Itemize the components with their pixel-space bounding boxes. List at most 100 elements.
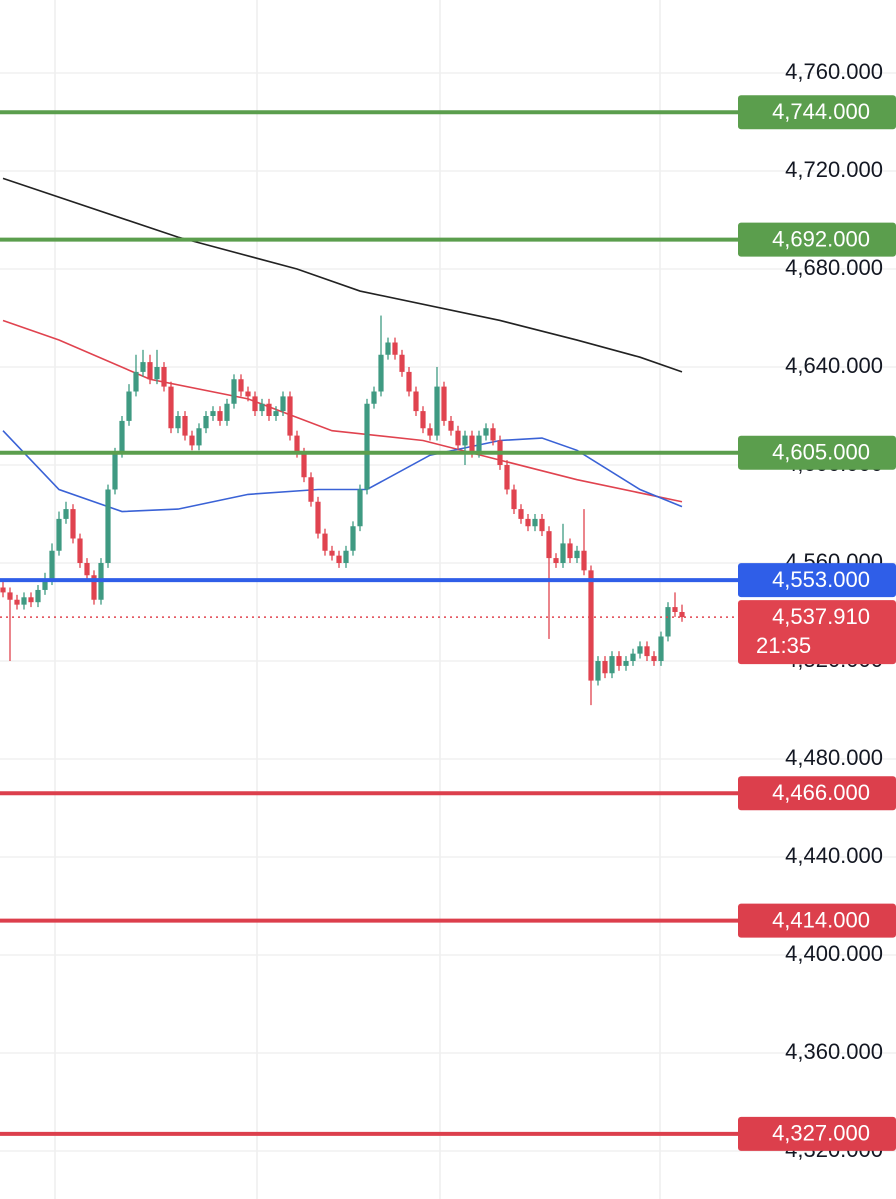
candle-body bbox=[42, 580, 48, 590]
candle-body bbox=[119, 420, 125, 453]
candle-body bbox=[217, 411, 223, 421]
candle-body bbox=[574, 550, 580, 559]
candle-body bbox=[140, 362, 146, 372]
candle-body bbox=[532, 518, 538, 527]
candle-body bbox=[602, 660, 608, 674]
y-tick-label: 4,720.000 bbox=[785, 157, 883, 182]
candle-body bbox=[420, 411, 426, 429]
candle-body bbox=[91, 575, 97, 600]
candle-body bbox=[525, 518, 531, 527]
candle-body bbox=[518, 509, 524, 519]
candle-body bbox=[392, 342, 398, 355]
candle-body bbox=[112, 452, 118, 490]
candle-body bbox=[588, 570, 594, 681]
candle-body bbox=[161, 367, 167, 387]
candle-body bbox=[483, 428, 489, 436]
y-tick-label: 4,360.000 bbox=[785, 1039, 883, 1064]
candle-body bbox=[609, 656, 615, 674]
candle-body bbox=[154, 367, 160, 380]
candle-body bbox=[637, 646, 643, 654]
candle-body bbox=[630, 653, 636, 661]
y-tick-label: 4,480.000 bbox=[785, 745, 883, 770]
candle-body bbox=[56, 518, 62, 551]
candle-body bbox=[336, 555, 342, 563]
level-label: 4,605.000 bbox=[772, 440, 870, 465]
candle-body bbox=[511, 489, 517, 510]
y-tick-label: 4,400.000 bbox=[785, 941, 883, 966]
candle-body bbox=[84, 562, 90, 576]
candle-body bbox=[70, 509, 76, 539]
candle-body bbox=[581, 550, 587, 571]
candle-body bbox=[658, 636, 664, 661]
level-badge bbox=[738, 903, 896, 938]
time-grid bbox=[54, 0, 661, 1199]
candle-body bbox=[238, 379, 244, 392]
level-label: 4,553.000 bbox=[772, 567, 870, 592]
candle-body bbox=[196, 428, 202, 446]
candle-body bbox=[14, 599, 20, 605]
countdown-label: 21:35 bbox=[756, 633, 811, 658]
level-badge bbox=[738, 776, 896, 811]
candle-body bbox=[126, 391, 132, 421]
y-tick-label: 4,760.000 bbox=[785, 59, 883, 84]
candle-body bbox=[28, 597, 34, 603]
level-label: 4,466.000 bbox=[772, 780, 870, 805]
candle-body bbox=[455, 430, 461, 446]
candle-body bbox=[665, 607, 671, 637]
candle-body bbox=[343, 550, 349, 563]
level-label: 4,692.000 bbox=[772, 226, 870, 251]
candle-body bbox=[259, 403, 265, 412]
candle-body bbox=[371, 391, 377, 404]
candle-body bbox=[245, 391, 251, 397]
candle-body bbox=[189, 435, 195, 446]
candle-body bbox=[203, 415, 209, 429]
last-price-badge bbox=[738, 600, 896, 665]
candle-body bbox=[294, 435, 300, 453]
candle-body bbox=[399, 354, 405, 372]
candle-body bbox=[322, 533, 328, 551]
candles bbox=[0, 315, 685, 706]
candle-body bbox=[406, 371, 412, 392]
moving-average bbox=[2, 177, 683, 373]
candle-body bbox=[434, 386, 440, 436]
candle-body bbox=[224, 403, 230, 421]
candle-body bbox=[546, 531, 552, 559]
candle-body bbox=[462, 435, 468, 446]
candle-body bbox=[133, 371, 139, 392]
candle-body bbox=[49, 550, 55, 581]
candle-body bbox=[539, 518, 545, 532]
candle-body bbox=[301, 452, 307, 478]
candle-body bbox=[490, 428, 496, 441]
candle-body bbox=[252, 396, 258, 412]
candle-body bbox=[287, 396, 293, 436]
candle-body bbox=[616, 656, 622, 666]
candle-body bbox=[7, 592, 13, 600]
y-tick-label: 4,440.000 bbox=[785, 843, 883, 868]
y-tick-label: 4,640.000 bbox=[785, 353, 883, 378]
candle-body bbox=[21, 597, 27, 605]
candle-body bbox=[385, 342, 391, 355]
candle-body bbox=[651, 656, 657, 661]
candle-body bbox=[168, 386, 174, 429]
level-label: 4,414.000 bbox=[772, 907, 870, 932]
candle-body bbox=[357, 489, 363, 527]
level-label: 4,327.000 bbox=[772, 1121, 870, 1146]
candle-body bbox=[266, 403, 272, 416]
candle-body bbox=[105, 489, 111, 563]
candle-body bbox=[63, 509, 69, 519]
candle-body bbox=[364, 403, 370, 490]
candle-body bbox=[623, 660, 629, 666]
candle-body bbox=[273, 411, 279, 416]
candle-body bbox=[595, 660, 601, 681]
level-badge bbox=[738, 563, 896, 598]
candle-body bbox=[441, 386, 447, 421]
candle-body bbox=[231, 379, 237, 404]
candle-body bbox=[644, 646, 650, 657]
candle-body bbox=[308, 477, 314, 502]
candle-body bbox=[350, 526, 356, 551]
candle-body bbox=[210, 411, 216, 416]
candle-body bbox=[553, 558, 559, 563]
candle-body bbox=[315, 501, 321, 534]
candle-body bbox=[448, 420, 454, 431]
candle-body bbox=[469, 435, 475, 453]
